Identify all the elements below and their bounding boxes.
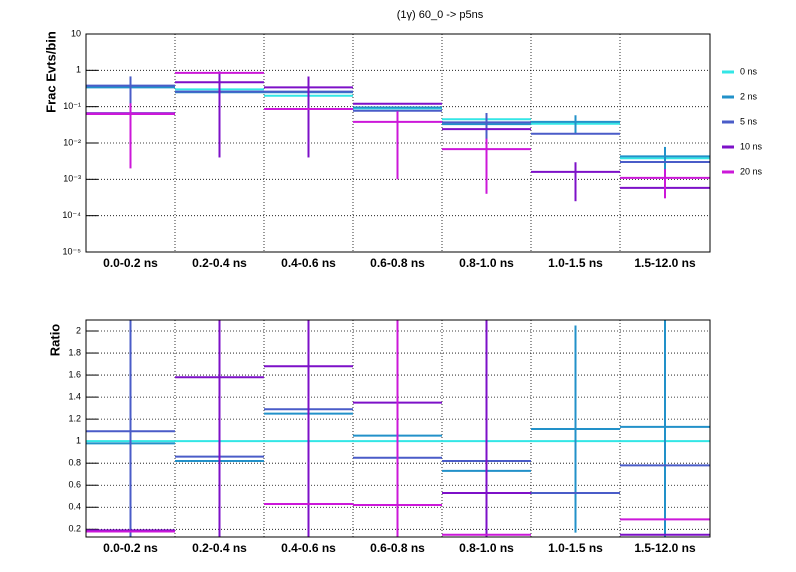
x-tick-label: 0.4-0.6 ns	[281, 256, 336, 270]
legend-label: 2 ns	[740, 91, 758, 101]
y-tick-label: 0.6	[68, 480, 81, 490]
x-tick-label: 1.0-1.5 ns	[548, 256, 603, 270]
y-tick-label: 10⁻³	[63, 174, 81, 184]
y-tick-label: 1	[76, 65, 81, 75]
x-tick-label: 1.0-1.5 ns	[548, 541, 603, 555]
y-tick-label: 10⁻²	[63, 137, 81, 147]
y-tick-label: 10⁻⁵	[63, 246, 82, 256]
legend-label: 20 ns	[740, 166, 763, 176]
x-tick-label: 0.2-0.4 ns	[192, 256, 247, 270]
y-tick-label: 10⁻⁴	[62, 210, 81, 220]
x-tick-label: 0.8-1.0 ns	[459, 541, 514, 555]
legend-label: 0 ns	[740, 66, 758, 76]
x-tick-label: 0.2-0.4 ns	[192, 541, 247, 555]
x-tick-label: 0.4-0.6 ns	[281, 541, 336, 555]
y-tick-label: 1.4	[68, 391, 81, 401]
y-tick-label: 0.2	[68, 524, 81, 534]
legend-label: 10 ns	[740, 141, 763, 151]
y-tick-label: 1.8	[68, 347, 81, 357]
plot-frame	[85, 33, 711, 253]
y-axis-label: Ratio	[47, 324, 62, 357]
y-tick-label: 2	[76, 325, 81, 335]
x-tick-label: 1.5-12.0 ns	[634, 256, 696, 270]
y-tick-label: 10	[71, 28, 81, 38]
y-tick-label: 10⁻¹	[63, 101, 81, 111]
y-tick-label: 1.6	[68, 369, 81, 379]
y-axis-label: Frac Evts/bin	[43, 31, 58, 113]
y-tick-label: 1.2	[68, 414, 81, 424]
plot-frame	[85, 319, 711, 538]
y-tick-label: 0.8	[68, 458, 81, 468]
x-tick-label: 0.6-0.8 ns	[370, 256, 425, 270]
legend-label: 5 ns	[740, 116, 758, 126]
chart-title: (1γ) 60_0 -> p5ns	[397, 9, 484, 21]
y-tick-label: 1	[76, 436, 81, 446]
x-tick-label: 0.0-0.2 ns	[103, 256, 158, 270]
y-tick-label: 0.4	[68, 502, 81, 512]
x-tick-label: 0.6-0.8 ns	[370, 541, 425, 555]
x-tick-label: 0.0-0.2 ns	[103, 541, 158, 555]
x-tick-label: 0.8-1.0 ns	[459, 256, 514, 270]
x-tick-label: 1.5-12.0 ns	[634, 541, 696, 555]
